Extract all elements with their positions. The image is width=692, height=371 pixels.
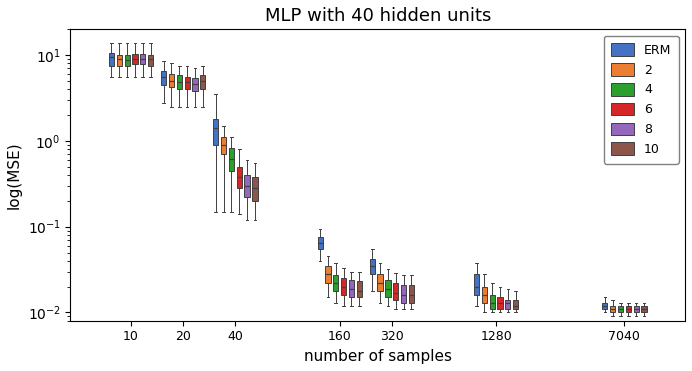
PathPatch shape [109, 53, 114, 66]
PathPatch shape [602, 303, 608, 309]
PathPatch shape [505, 300, 511, 309]
Legend: ERM, 2, 4, 6, 8, 10: ERM, 2, 4, 6, 8, 10 [604, 36, 679, 164]
Y-axis label: log(MSE): log(MSE) [7, 141, 22, 209]
PathPatch shape [341, 278, 346, 295]
PathPatch shape [393, 283, 399, 300]
PathPatch shape [221, 137, 226, 154]
PathPatch shape [610, 306, 615, 312]
PathPatch shape [634, 306, 639, 312]
PathPatch shape [125, 55, 129, 66]
PathPatch shape [200, 75, 206, 89]
PathPatch shape [325, 266, 331, 283]
PathPatch shape [370, 259, 375, 274]
PathPatch shape [513, 300, 518, 309]
PathPatch shape [626, 306, 631, 312]
PathPatch shape [377, 274, 383, 290]
Title: MLP with 40 hidden units: MLP with 40 hidden units [264, 7, 491, 25]
PathPatch shape [169, 74, 174, 88]
PathPatch shape [132, 55, 138, 64]
PathPatch shape [176, 75, 182, 89]
PathPatch shape [117, 55, 122, 66]
X-axis label: number of samples: number of samples [304, 349, 452, 364]
PathPatch shape [474, 274, 479, 295]
PathPatch shape [482, 287, 487, 303]
PathPatch shape [385, 280, 390, 298]
PathPatch shape [409, 285, 414, 303]
PathPatch shape [490, 295, 495, 309]
PathPatch shape [161, 71, 166, 85]
PathPatch shape [185, 77, 190, 89]
PathPatch shape [318, 237, 322, 249]
PathPatch shape [213, 119, 219, 145]
PathPatch shape [356, 282, 362, 298]
PathPatch shape [401, 285, 406, 303]
PathPatch shape [237, 167, 242, 188]
PathPatch shape [253, 177, 257, 201]
PathPatch shape [148, 55, 153, 66]
PathPatch shape [349, 280, 354, 298]
PathPatch shape [140, 55, 145, 64]
PathPatch shape [618, 306, 623, 312]
PathPatch shape [192, 78, 197, 91]
PathPatch shape [498, 298, 502, 309]
PathPatch shape [229, 148, 234, 171]
PathPatch shape [244, 175, 250, 197]
PathPatch shape [641, 306, 646, 312]
PathPatch shape [333, 275, 338, 290]
